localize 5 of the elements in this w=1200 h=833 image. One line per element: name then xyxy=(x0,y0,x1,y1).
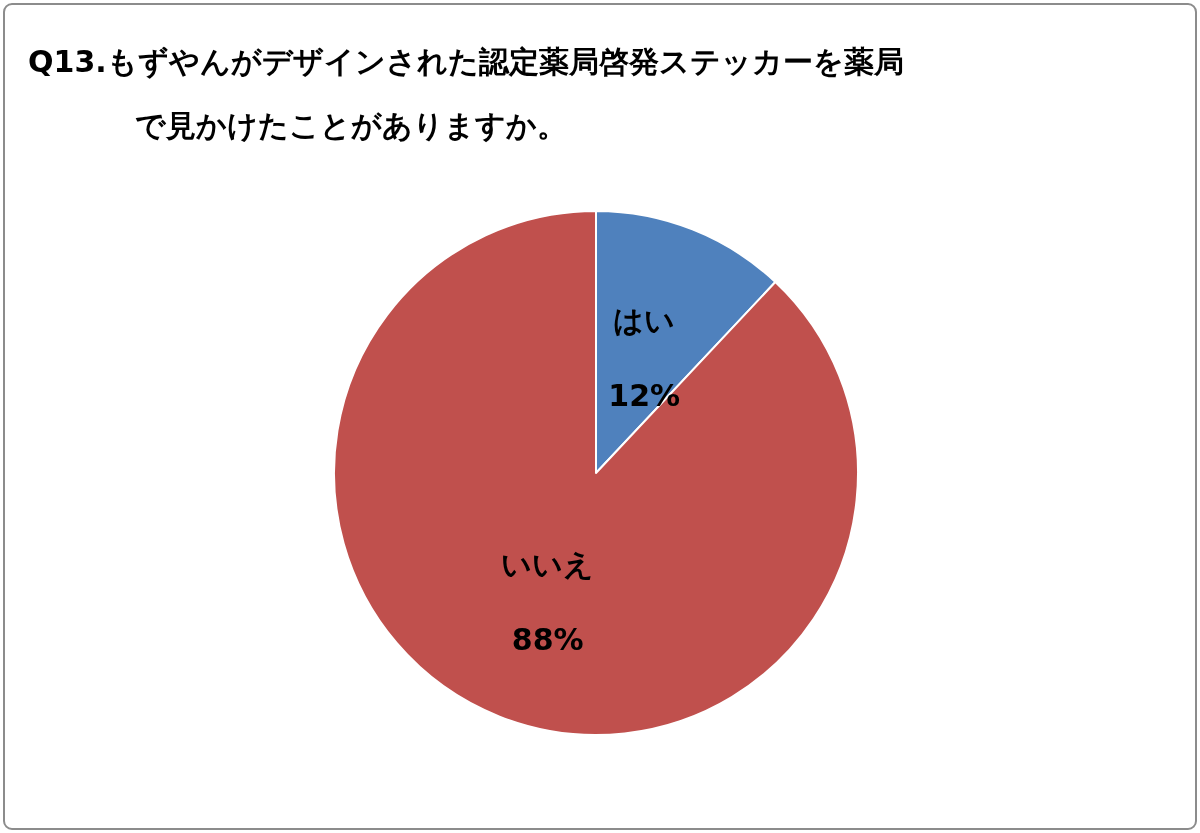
slice-label: いいえ xyxy=(501,546,595,582)
slice-label: はい xyxy=(613,303,676,339)
chart-title: Q13.もずやんがデザインされた認定薬局啓発ステッカーを薬局で見かけたことがありますか。 xyxy=(28,44,904,143)
pie-slice xyxy=(333,210,859,736)
data-label: 88% xyxy=(511,621,584,657)
